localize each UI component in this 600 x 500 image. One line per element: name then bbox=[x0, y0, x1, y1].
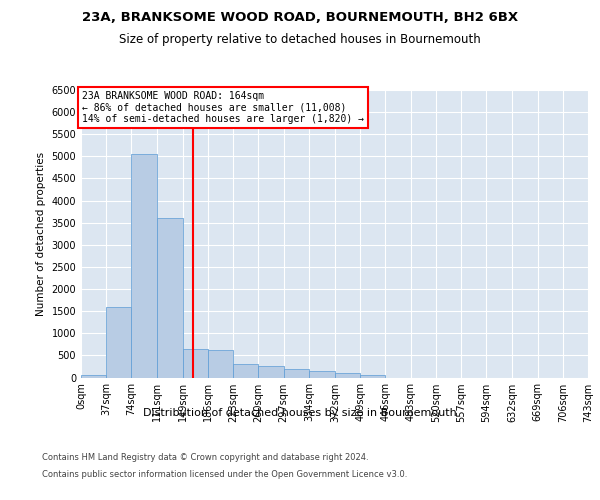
Bar bbox=[309, 370, 335, 378]
Bar bbox=[259, 366, 284, 378]
Bar bbox=[81, 376, 106, 378]
Bar bbox=[233, 364, 259, 378]
Text: Contains public sector information licensed under the Open Government Licence v3: Contains public sector information licen… bbox=[42, 470, 407, 479]
Y-axis label: Number of detached properties: Number of detached properties bbox=[36, 152, 46, 316]
Bar bbox=[360, 375, 385, 378]
Text: 23A, BRANKSOME WOOD ROAD, BOURNEMOUTH, BH2 6BX: 23A, BRANKSOME WOOD ROAD, BOURNEMOUTH, B… bbox=[82, 11, 518, 24]
Bar bbox=[131, 154, 157, 378]
Text: Size of property relative to detached houses in Bournemouth: Size of property relative to detached ho… bbox=[119, 32, 481, 46]
Text: 23A BRANKSOME WOOD ROAD: 164sqm
← 86% of detached houses are smaller (11,008)
14: 23A BRANKSOME WOOD ROAD: 164sqm ← 86% of… bbox=[82, 91, 364, 124]
Bar bbox=[208, 350, 233, 378]
Bar bbox=[182, 349, 208, 378]
Bar bbox=[157, 218, 182, 378]
Text: Distribution of detached houses by size in Bournemouth: Distribution of detached houses by size … bbox=[143, 408, 457, 418]
Bar bbox=[335, 373, 360, 378]
Bar bbox=[284, 368, 309, 378]
Bar bbox=[106, 306, 131, 378]
Text: Contains HM Land Registry data © Crown copyright and database right 2024.: Contains HM Land Registry data © Crown c… bbox=[42, 452, 368, 462]
